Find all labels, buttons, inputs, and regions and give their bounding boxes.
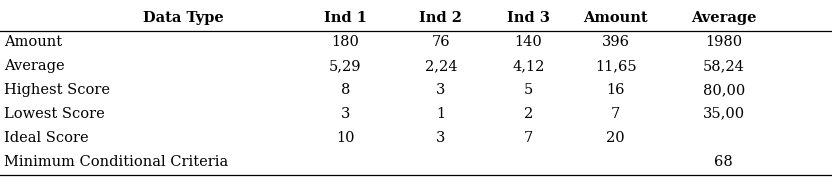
Text: 2,24: 2,24 [424,59,458,73]
Text: Data Type: Data Type [142,11,224,25]
Text: 140: 140 [514,35,542,49]
Text: 5,29: 5,29 [329,59,362,73]
Text: Ind 3: Ind 3 [507,11,550,25]
Text: Lowest Score: Lowest Score [4,107,105,121]
Text: Amount: Amount [583,11,648,25]
Text: 16: 16 [607,83,625,97]
Text: 80,00: 80,00 [703,83,745,97]
Text: 4,12: 4,12 [513,59,544,73]
Text: 1980: 1980 [706,35,742,49]
Text: 5: 5 [523,83,533,97]
Text: 1: 1 [437,107,445,121]
Text: Minimum Conditional Criteria: Minimum Conditional Criteria [4,155,229,169]
Text: 10: 10 [336,131,354,145]
Text: 3: 3 [436,131,446,145]
Text: Ideal Score: Ideal Score [4,131,89,145]
Text: 7: 7 [611,107,621,121]
Text: Average: Average [691,11,756,25]
Text: 7: 7 [523,131,533,145]
Text: 3: 3 [340,107,350,121]
Text: 3: 3 [436,83,446,97]
Text: Amount: Amount [4,35,62,49]
Text: Average: Average [4,59,65,73]
Text: 68: 68 [715,155,733,169]
Text: 76: 76 [432,35,450,49]
Text: Highest Score: Highest Score [4,83,110,97]
Text: 396: 396 [602,35,630,49]
Text: 20: 20 [607,131,625,145]
Text: Ind 2: Ind 2 [419,11,463,25]
Text: 180: 180 [331,35,359,49]
Text: 8: 8 [340,83,350,97]
Text: 2: 2 [523,107,533,121]
Text: 58,24: 58,24 [703,59,745,73]
Text: 35,00: 35,00 [703,107,745,121]
Text: Ind 1: Ind 1 [324,11,367,25]
Text: 11,65: 11,65 [595,59,636,73]
